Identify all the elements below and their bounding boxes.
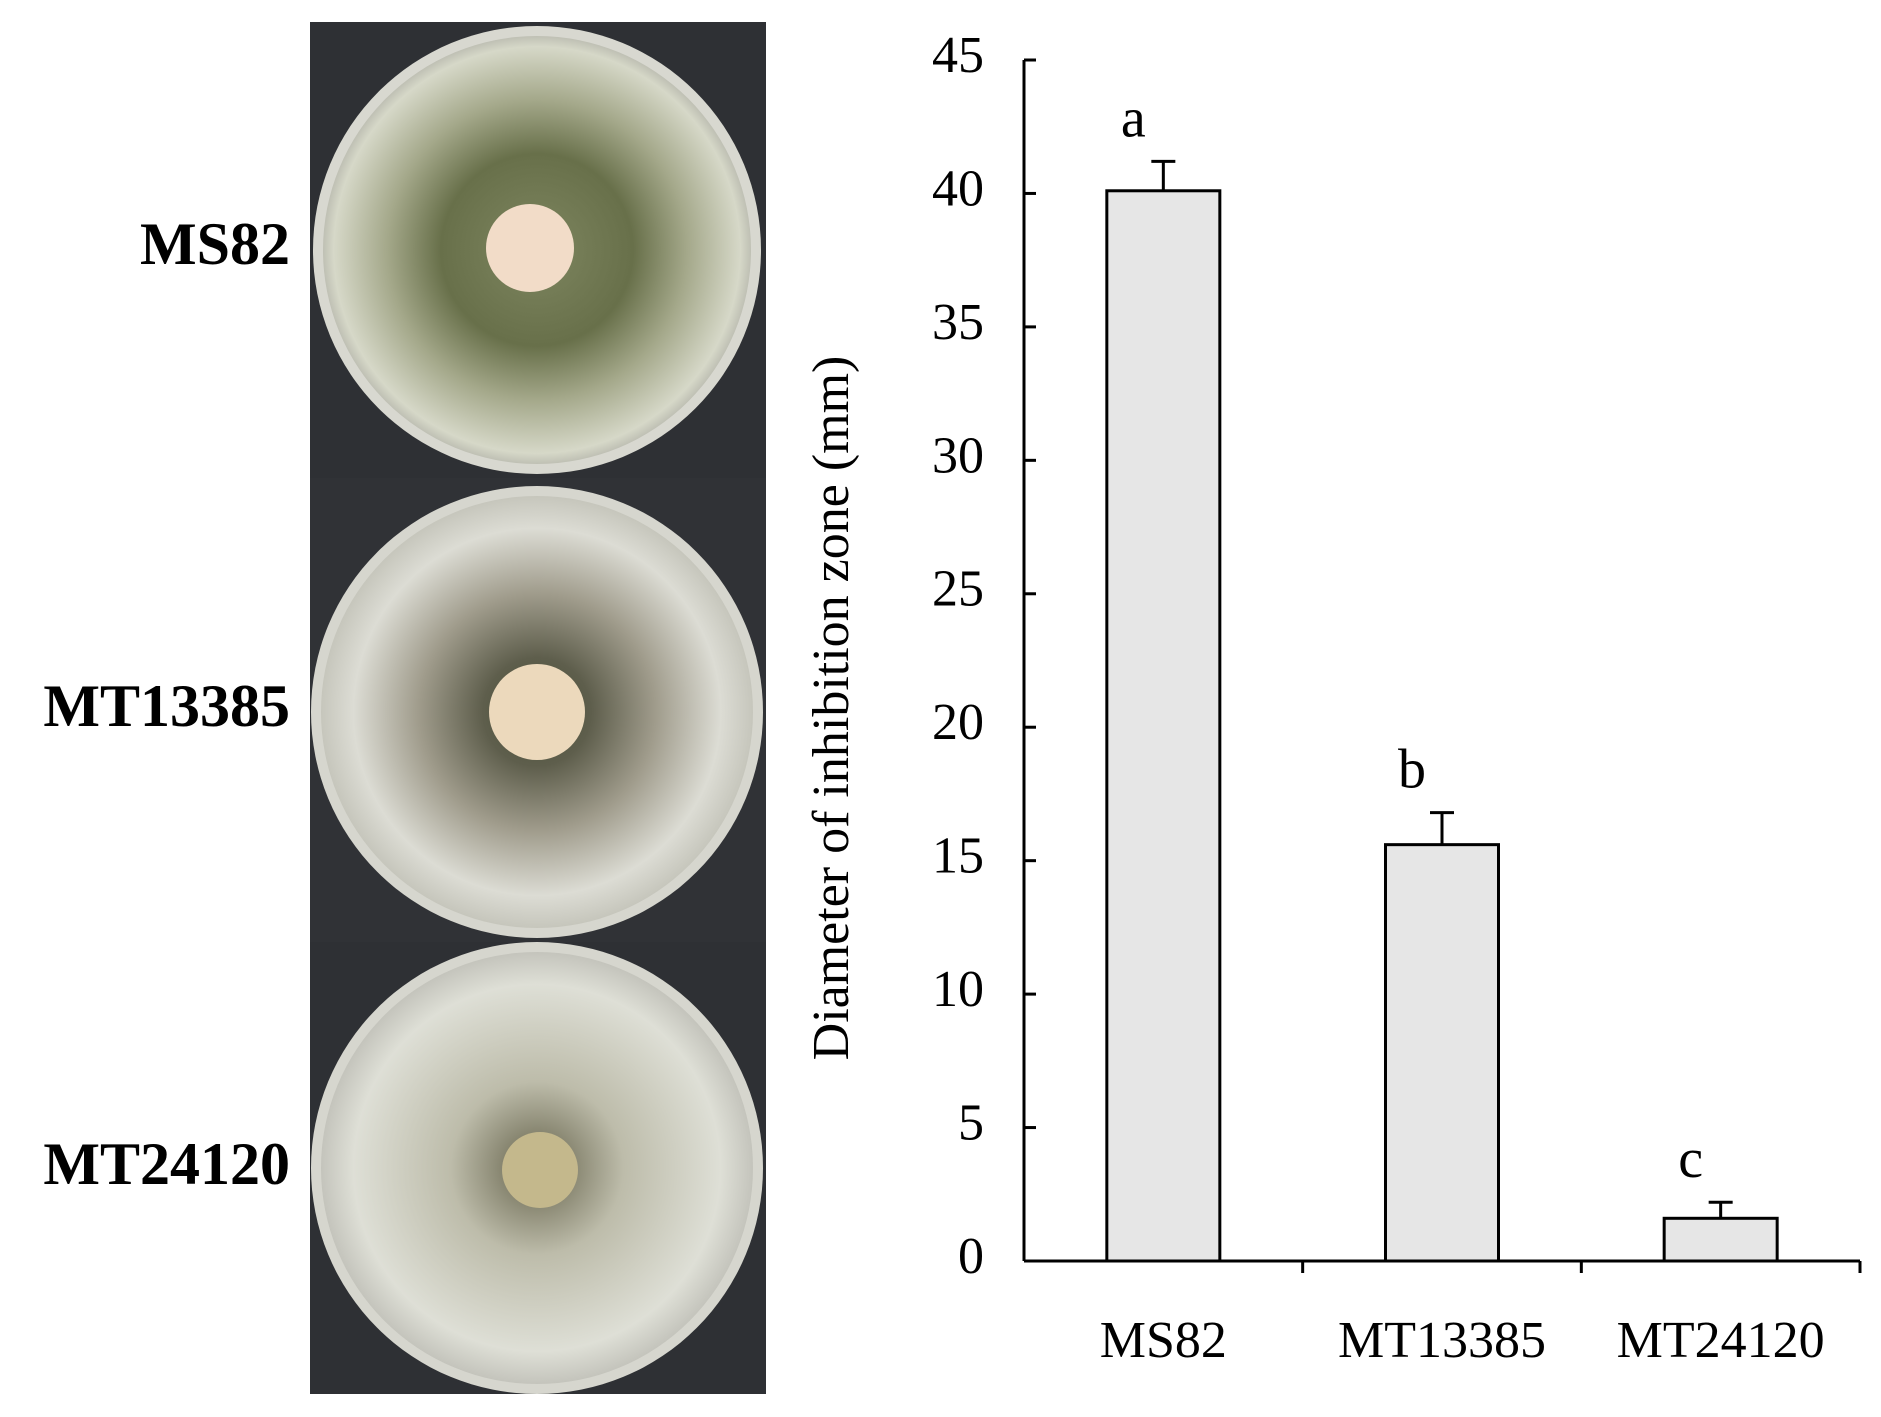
significance-letter: c bbox=[1678, 1128, 1703, 1190]
colony bbox=[502, 1132, 578, 1208]
significance-letter: a bbox=[1121, 87, 1146, 149]
photo-label: MT24120 bbox=[43, 1131, 290, 1197]
bar bbox=[1105, 189, 1222, 1263]
photo-label: MS82 bbox=[140, 211, 290, 277]
y-tick-label: 0 bbox=[958, 1228, 984, 1285]
y-tick-label: 15 bbox=[932, 828, 984, 885]
bar bbox=[1384, 843, 1500, 1263]
y-tick-label: 40 bbox=[932, 160, 984, 217]
y-tick-label: 20 bbox=[932, 694, 984, 751]
y-tick-label: 25 bbox=[932, 561, 984, 618]
y-tick-label: 35 bbox=[932, 294, 984, 351]
colony bbox=[489, 664, 585, 760]
plate-photos bbox=[310, 22, 766, 1394]
y-axis-label: Diameter of inhibition zone (mm) bbox=[803, 356, 860, 1061]
significance-letter: b bbox=[1398, 738, 1426, 800]
error-bar bbox=[1151, 159, 1176, 191]
y-tick-label: 30 bbox=[932, 427, 984, 484]
photo-label: MT13385 bbox=[43, 673, 290, 739]
error-bar bbox=[1430, 811, 1454, 845]
y-tick-label: 10 bbox=[932, 961, 984, 1018]
error-bar bbox=[1708, 1200, 1733, 1219]
y-tick-label: 5 bbox=[958, 1094, 984, 1151]
colony bbox=[486, 204, 574, 292]
x-tick-label: MT13385 bbox=[1338, 1312, 1546, 1369]
bar bbox=[1662, 1216, 1779, 1263]
x-tick-label: MT24120 bbox=[1617, 1312, 1825, 1369]
x-tick-label: MS82 bbox=[1100, 1312, 1227, 1369]
y-tick-label: 45 bbox=[932, 27, 984, 84]
